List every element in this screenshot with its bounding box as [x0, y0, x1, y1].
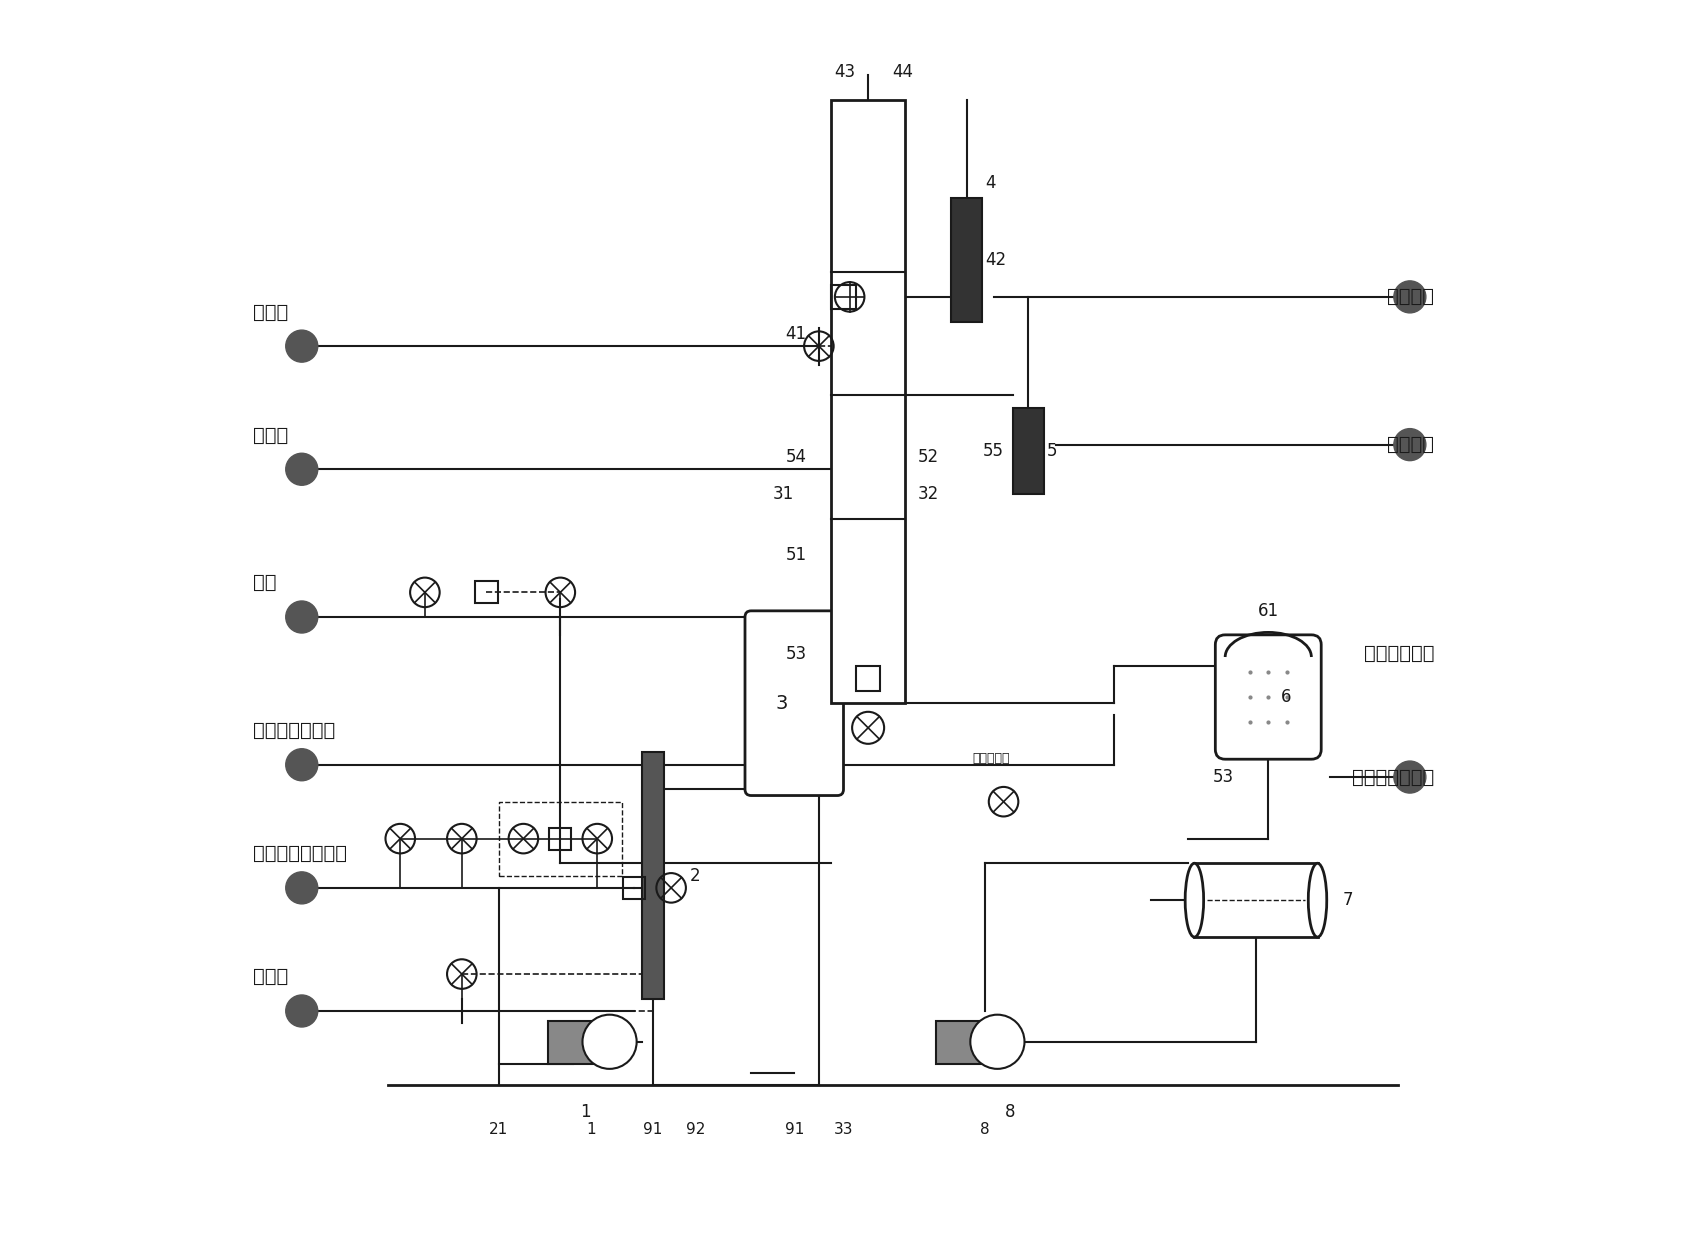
Text: 液位调节阀: 液位调节阀 [972, 752, 1011, 765]
Bar [951, 199, 982, 322]
Circle shape [970, 1014, 1024, 1069]
Bar [855, 666, 881, 691]
Ellipse shape [1186, 864, 1203, 937]
Text: 91: 91 [784, 1122, 805, 1137]
Text: 92: 92 [687, 1122, 705, 1137]
Text: 33: 33 [833, 1122, 854, 1137]
Text: 8: 8 [1004, 1103, 1016, 1122]
Text: 氯化氢去吸收: 氯化氢去吸收 [1365, 644, 1434, 664]
Text: 循环回水: 循环回水 [1387, 288, 1434, 306]
Text: 52: 52 [918, 448, 938, 466]
Text: 循环水: 循环水 [253, 302, 288, 322]
Bar [476, 581, 498, 603]
Bar [1012, 407, 1044, 494]
Text: 冷冻回水: 冷冻回水 [1387, 436, 1434, 454]
Circle shape [285, 601, 317, 633]
Circle shape [1393, 281, 1426, 313]
Circle shape [582, 1014, 636, 1069]
Text: 3: 3 [776, 694, 788, 713]
Bar [550, 828, 572, 850]
Text: 三氯甲苯及催化剂: 三氯甲苯及催化剂 [253, 844, 346, 864]
Text: 丙酸: 丙酸 [253, 574, 277, 592]
Text: 55: 55 [982, 442, 1004, 460]
Circle shape [1393, 761, 1426, 793]
Text: 54: 54 [786, 448, 806, 466]
Text: 53: 53 [1213, 768, 1233, 786]
Text: 44: 44 [892, 63, 914, 81]
Text: 冷冻水: 冷冻水 [253, 426, 288, 444]
Text: 4: 4 [985, 174, 995, 193]
Bar [548, 1021, 597, 1064]
Circle shape [1393, 428, 1426, 460]
Text: 32: 32 [918, 485, 938, 503]
Text: 7: 7 [1343, 891, 1353, 909]
Bar [623, 877, 644, 898]
Bar [641, 753, 663, 998]
Text: 循环水: 循环水 [253, 967, 288, 986]
Text: 53: 53 [786, 645, 806, 663]
Text: 6: 6 [1280, 689, 1291, 706]
Text: 循环热水（回）: 循环热水（回） [253, 721, 334, 740]
Bar [936, 1021, 985, 1064]
Text: 51: 51 [786, 547, 806, 564]
Text: 1: 1 [587, 1122, 596, 1137]
Bar [832, 100, 904, 703]
Text: 1: 1 [580, 1103, 590, 1122]
Text: 43: 43 [835, 63, 855, 81]
Text: 苯甲酰氯去精馏: 苯甲酰氯去精馏 [1353, 768, 1434, 786]
Text: 61: 61 [1259, 602, 1279, 619]
FancyBboxPatch shape [1215, 634, 1321, 759]
Bar [1194, 864, 1318, 937]
Text: 5: 5 [1046, 442, 1058, 460]
Circle shape [285, 453, 317, 485]
Text: 21: 21 [489, 1122, 508, 1137]
Text: 8: 8 [980, 1122, 990, 1137]
Ellipse shape [1309, 864, 1326, 937]
Text: 41: 41 [786, 325, 806, 343]
FancyBboxPatch shape [746, 611, 844, 796]
Circle shape [285, 331, 317, 362]
Text: 42: 42 [985, 251, 1005, 269]
Text: 91: 91 [643, 1122, 663, 1137]
Circle shape [285, 872, 317, 903]
Bar [832, 285, 855, 310]
Text: 2: 2 [690, 866, 700, 885]
Circle shape [285, 749, 317, 781]
Text: 31: 31 [773, 485, 795, 503]
Circle shape [285, 995, 317, 1027]
